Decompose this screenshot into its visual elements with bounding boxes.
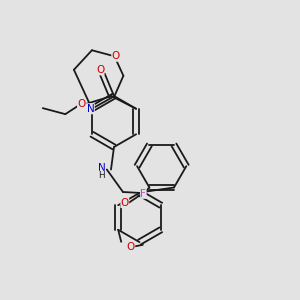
Text: O: O	[121, 198, 129, 208]
Text: O: O	[127, 242, 135, 252]
Text: O: O	[77, 99, 86, 109]
Text: F: F	[140, 188, 146, 199]
Text: O: O	[96, 65, 104, 75]
Text: N: N	[98, 163, 105, 173]
Text: O: O	[112, 51, 120, 61]
Text: N: N	[86, 104, 94, 114]
Text: H: H	[98, 171, 105, 180]
